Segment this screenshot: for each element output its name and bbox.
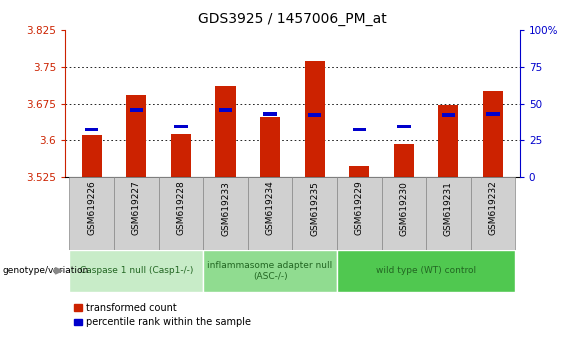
Bar xyxy=(69,177,114,250)
Bar xyxy=(114,177,159,250)
Bar xyxy=(203,177,248,250)
Bar xyxy=(248,177,293,250)
Text: GSM619235: GSM619235 xyxy=(310,181,319,235)
Bar xyxy=(349,166,370,177)
Bar xyxy=(438,105,458,177)
Text: GSM619226: GSM619226 xyxy=(87,181,96,235)
Bar xyxy=(442,113,455,117)
Legend: transformed count, percentile rank within the sample: transformed count, percentile rank withi… xyxy=(70,299,255,331)
Bar xyxy=(426,177,471,250)
Bar xyxy=(85,128,98,131)
Bar xyxy=(263,112,277,116)
Text: GSM619233: GSM619233 xyxy=(221,181,230,235)
Text: GSM619228: GSM619228 xyxy=(176,181,185,235)
Bar xyxy=(397,125,411,128)
Bar xyxy=(305,61,325,177)
Bar xyxy=(203,250,337,292)
Bar xyxy=(308,113,321,117)
Bar xyxy=(219,108,232,112)
Bar xyxy=(353,128,366,131)
Text: Caspase 1 null (Casp1-/-): Caspase 1 null (Casp1-/-) xyxy=(80,266,193,275)
Text: GSM619230: GSM619230 xyxy=(399,181,408,235)
Bar xyxy=(82,135,102,177)
Bar xyxy=(293,177,337,250)
Bar xyxy=(215,86,236,177)
Bar xyxy=(127,95,146,177)
Bar xyxy=(69,250,203,292)
Title: GDS3925 / 1457006_PM_at: GDS3925 / 1457006_PM_at xyxy=(198,12,387,26)
Text: wild type (WT) control: wild type (WT) control xyxy=(376,266,476,275)
Text: inflammasome adapter null
(ASC-/-): inflammasome adapter null (ASC-/-) xyxy=(207,261,333,280)
Bar xyxy=(381,177,426,250)
Bar xyxy=(174,125,188,128)
Bar xyxy=(171,134,191,177)
Bar xyxy=(394,144,414,177)
Bar xyxy=(471,177,515,250)
Text: GSM619229: GSM619229 xyxy=(355,181,364,235)
Bar xyxy=(486,112,499,116)
Bar xyxy=(129,108,143,112)
Bar xyxy=(159,177,203,250)
Bar xyxy=(483,91,503,177)
Text: genotype/variation: genotype/variation xyxy=(3,266,89,275)
Bar xyxy=(337,250,515,292)
Text: GSM619232: GSM619232 xyxy=(489,181,498,235)
Bar xyxy=(337,177,381,250)
Text: GSM619234: GSM619234 xyxy=(266,181,275,235)
Text: GSM619231: GSM619231 xyxy=(444,181,453,235)
Text: GSM619227: GSM619227 xyxy=(132,181,141,235)
Bar xyxy=(260,117,280,177)
